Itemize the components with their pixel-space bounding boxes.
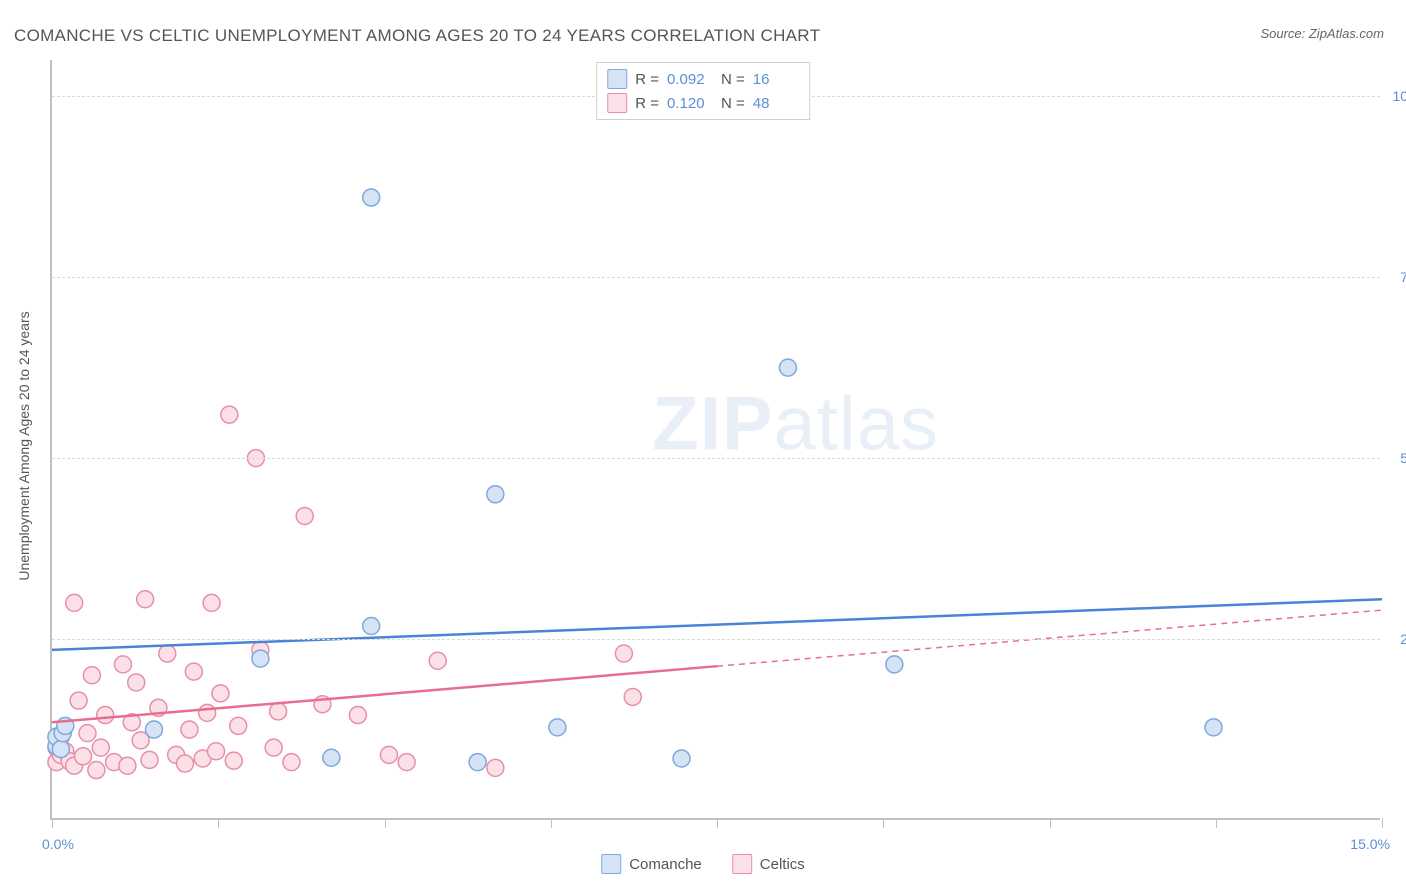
scatter-point-celtics: [380, 746, 397, 763]
n-label: N =: [721, 95, 745, 112]
xtick: [551, 818, 552, 828]
scatter-point-celtics: [75, 748, 92, 765]
gridline: [52, 639, 1380, 640]
xtick: [1050, 818, 1051, 828]
scatter-point-celtics: [270, 703, 287, 720]
scatter-point-celtics: [141, 751, 158, 768]
legend-stats-row-celtics: R = 0.120 N = 48: [607, 91, 799, 115]
xtick-label-max: 15.0%: [1350, 836, 1390, 852]
scatter-point-celtics: [88, 762, 105, 779]
source-prefix: Source:: [1260, 26, 1308, 41]
scatter-point-comanche: [363, 618, 380, 635]
scatter-point-celtics: [66, 594, 83, 611]
legend-item-celtics: Celtics: [732, 854, 805, 874]
xtick: [717, 818, 718, 828]
plot-area: ZIPatlas 25.0%50.0%75.0%100.0%0.0%15.0%: [50, 60, 1380, 820]
xtick: [218, 818, 219, 828]
scatter-point-celtics: [177, 755, 194, 772]
xtick-label-min: 0.0%: [42, 836, 74, 852]
scatter-point-celtics: [119, 757, 136, 774]
scatter-point-celtics: [83, 667, 100, 684]
scatter-point-comanche: [469, 754, 486, 771]
scatter-point-celtics: [283, 754, 300, 771]
scatter-point-celtics: [349, 707, 366, 724]
scatter-point-celtics: [221, 406, 238, 423]
scatter-point-celtics: [181, 721, 198, 738]
scatter-point-comanche: [549, 719, 566, 736]
legend-stats: R = 0.092 N = 16 R = 0.120 N = 48: [596, 62, 810, 120]
scatter-point-celtics: [429, 652, 446, 669]
n-value-celtics: 48: [753, 95, 799, 112]
scatter-point-celtics: [79, 725, 96, 742]
scatter-point-celtics: [225, 752, 242, 769]
regression-line: [52, 599, 1382, 650]
legend-series: Comanche Celtics: [601, 854, 805, 874]
r-value-celtics: 0.120: [667, 95, 713, 112]
scatter-point-comanche: [779, 359, 796, 376]
scatter-point-celtics: [203, 594, 220, 611]
swatch-celtics: [607, 93, 627, 113]
n-label: N =: [721, 71, 745, 88]
scatter-point-celtics: [230, 717, 247, 734]
legend-stats-row-comanche: R = 0.092 N = 16: [607, 67, 799, 91]
scatter-point-celtics: [624, 688, 641, 705]
scatter-svg: [52, 60, 1382, 820]
legend-label-comanche: Comanche: [629, 856, 702, 873]
y-axis-label: Unemployment Among Ages 20 to 24 years: [16, 311, 32, 580]
swatch-comanche: [607, 69, 627, 89]
r-label: R =: [635, 71, 659, 88]
gridline: [52, 277, 1380, 278]
xtick: [1216, 818, 1217, 828]
scatter-point-celtics: [199, 704, 216, 721]
scatter-point-comanche: [363, 189, 380, 206]
source-attribution: Source: ZipAtlas.com: [1260, 26, 1384, 41]
chart-title: COMANCHE VS CELTIC UNEMPLOYMENT AMONG AG…: [14, 26, 820, 46]
swatch-comanche: [601, 854, 621, 874]
gridline: [52, 458, 1380, 459]
scatter-point-celtics: [128, 674, 145, 691]
scatter-point-celtics: [97, 707, 114, 724]
n-value-comanche: 16: [753, 71, 799, 88]
r-label: R =: [635, 95, 659, 112]
ytick-label: 75.0%: [1400, 269, 1406, 285]
xtick: [883, 818, 884, 828]
scatter-point-comanche: [886, 656, 903, 673]
scatter-point-celtics: [208, 743, 225, 760]
regression-line: [52, 666, 717, 722]
scatter-point-comanche: [323, 749, 340, 766]
scatter-point-celtics: [265, 739, 282, 756]
scatter-point-celtics: [70, 692, 87, 709]
scatter-point-celtics: [615, 645, 632, 662]
scatter-point-celtics: [92, 739, 109, 756]
swatch-celtics: [732, 854, 752, 874]
scatter-point-comanche: [487, 486, 504, 503]
xtick: [52, 818, 53, 828]
scatter-point-celtics: [487, 759, 504, 776]
source-name: ZipAtlas.com: [1309, 26, 1384, 41]
xtick: [385, 818, 386, 828]
scatter-point-celtics: [137, 591, 154, 608]
ytick-label: 100.0%: [1393, 88, 1406, 104]
scatter-point-celtics: [159, 645, 176, 662]
scatter-point-celtics: [114, 656, 131, 673]
scatter-point-comanche: [673, 750, 690, 767]
scatter-point-celtics: [212, 685, 229, 702]
ytick-label: 25.0%: [1400, 631, 1406, 647]
legend-label-celtics: Celtics: [760, 856, 805, 873]
scatter-point-celtics: [398, 754, 415, 771]
scatter-point-comanche: [145, 721, 162, 738]
r-value-comanche: 0.092: [667, 71, 713, 88]
legend-item-comanche: Comanche: [601, 854, 702, 874]
scatter-point-comanche: [1205, 719, 1222, 736]
scatter-point-celtics: [185, 663, 202, 680]
ytick-label: 50.0%: [1400, 450, 1406, 466]
scatter-point-celtics: [296, 508, 313, 525]
scatter-point-comanche: [52, 741, 69, 758]
scatter-point-comanche: [252, 650, 269, 667]
xtick: [1382, 818, 1383, 828]
